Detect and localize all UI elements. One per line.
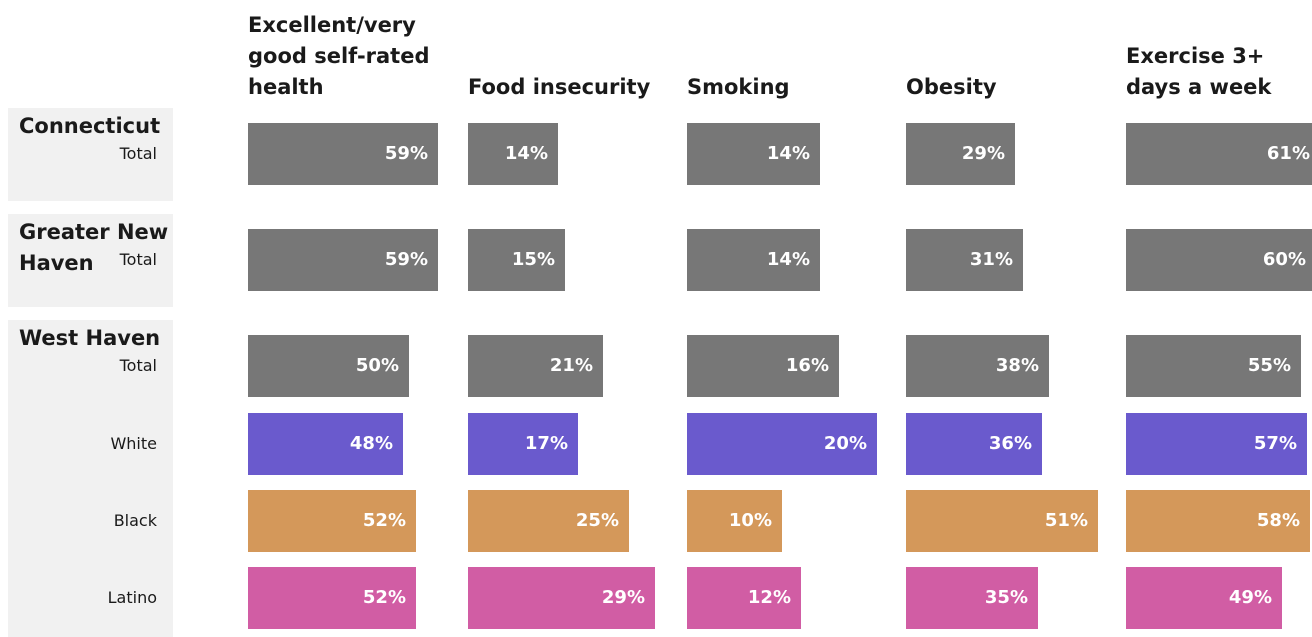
- bar: [468, 335, 603, 397]
- bar: [906, 123, 1015, 185]
- group-name: Greater New Haven: [19, 217, 168, 279]
- bar-value-label: 17%: [524, 433, 568, 454]
- row-label: White: [110, 434, 157, 453]
- bar: [906, 413, 1042, 475]
- bar-value-label: 35%: [984, 587, 1028, 608]
- row-label: Total: [119, 144, 157, 163]
- group-name-line: West Haven: [19, 326, 161, 350]
- bar-value-label: 51%: [1044, 510, 1088, 531]
- bar: [468, 413, 578, 475]
- bar: [1126, 229, 1312, 291]
- bar-value-label: 29%: [601, 587, 645, 608]
- bar-value-label: 61%: [1266, 143, 1310, 164]
- bar: [468, 490, 629, 552]
- group-background: [8, 108, 173, 201]
- bar: [687, 490, 782, 552]
- bar-value-label: 52%: [362, 510, 406, 531]
- bar-value-label: 14%: [766, 249, 810, 270]
- bar-value-label: 15%: [511, 249, 555, 270]
- bar-value-label: 48%: [349, 433, 393, 454]
- bar: [906, 490, 1098, 552]
- bar: [906, 335, 1049, 397]
- bar-value-label: 14%: [766, 143, 810, 164]
- bar-value-label: 50%: [355, 355, 399, 376]
- bar-value-label: 60%: [1262, 249, 1306, 270]
- row-label: Total: [119, 250, 157, 269]
- group-background: [8, 214, 173, 307]
- bar-value-label: 55%: [1247, 355, 1291, 376]
- group-background: [8, 320, 173, 637]
- bar-value-label: 58%: [1256, 510, 1300, 531]
- group-name: West Haven: [19, 323, 160, 354]
- bar: [687, 123, 820, 185]
- group-name-line: Greater New: [19, 220, 169, 244]
- metric-title: Excellent/very good self-rated health: [248, 10, 430, 103]
- row-label: Black: [113, 511, 157, 530]
- bar: [248, 229, 438, 291]
- bar: [468, 229, 565, 291]
- bar-value-label: 21%: [549, 355, 593, 376]
- bar: [248, 335, 409, 397]
- metric-title-line: Exercise 3+: [1126, 44, 1265, 68]
- bar: [687, 413, 877, 475]
- metric-title: Food insecurity: [468, 72, 650, 103]
- bar-value-label: 25%: [575, 510, 619, 531]
- bar-value-label: 36%: [988, 433, 1032, 454]
- bar: [248, 413, 403, 475]
- bar-value-label: 20%: [823, 433, 867, 454]
- row-label: Total: [119, 356, 157, 375]
- group-name-line: Connecticut: [19, 114, 161, 138]
- bar: [1126, 123, 1312, 185]
- bar-value-label: 38%: [995, 355, 1039, 376]
- bar: [1126, 335, 1301, 397]
- bar-value-label: 10%: [728, 510, 772, 531]
- metric-title-line: Excellent/very: [248, 13, 416, 37]
- bar: [1126, 413, 1307, 475]
- metric-title-line: Food insecurity: [468, 75, 651, 99]
- bar: [248, 567, 416, 629]
- group-name: Connecticut: [19, 111, 160, 142]
- bar-value-label: 59%: [384, 249, 428, 270]
- bar-value-label: 14%: [504, 143, 548, 164]
- bar-value-label: 16%: [785, 355, 829, 376]
- metric-title-line: Obesity: [906, 75, 997, 99]
- bar-value-label: 29%: [961, 143, 1005, 164]
- bar: [468, 123, 558, 185]
- metric-title: Obesity: [906, 72, 997, 103]
- bar-value-label: 52%: [362, 587, 406, 608]
- bar-value-label: 57%: [1253, 433, 1297, 454]
- metric-title: Smoking: [687, 72, 790, 103]
- metric-title-line: days a week: [1126, 75, 1272, 99]
- bar-value-label: 12%: [747, 587, 791, 608]
- metric-title: Exercise 3+ days a week: [1126, 41, 1271, 103]
- bar: [1126, 490, 1310, 552]
- bar: [687, 229, 820, 291]
- group-name-line: Haven: [19, 251, 94, 275]
- metric-title-line: Smoking: [687, 75, 790, 99]
- metric-title-line: good self-rated: [248, 44, 430, 68]
- bar-value-label: 49%: [1228, 587, 1272, 608]
- bar: [906, 567, 1038, 629]
- bar: [1126, 567, 1282, 629]
- bar: [248, 123, 438, 185]
- metric-title-line: health: [248, 75, 324, 99]
- bar: [687, 335, 839, 397]
- bar: [687, 567, 801, 629]
- bar: [468, 567, 655, 629]
- bar: [248, 490, 416, 552]
- bar-value-label: 31%: [969, 249, 1013, 270]
- bar: [906, 229, 1023, 291]
- row-label: Latino: [107, 588, 157, 607]
- bar-value-label: 59%: [384, 143, 428, 164]
